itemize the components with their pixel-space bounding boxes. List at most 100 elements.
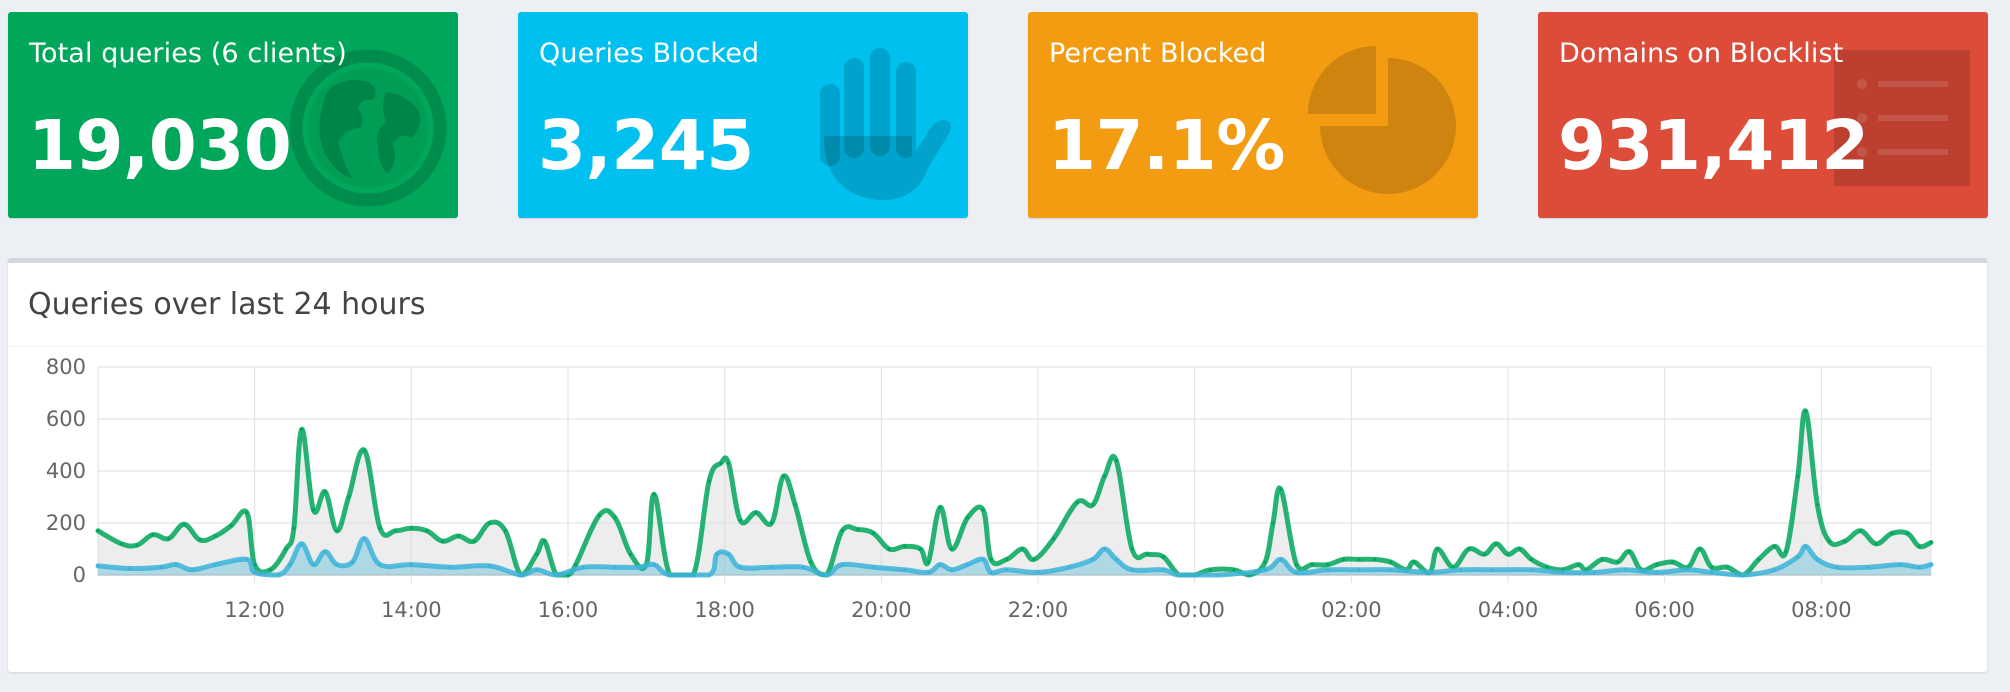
queries-over-time-chart: 0 200 400 600 800 12:00 14:00 16:00 18:00 20:00 22…: [46, 355, 1934, 622]
blocked-queries-point: [981, 557, 985, 561]
total-queries-point: [652, 492, 656, 496]
blocked-queries-point: [1357, 568, 1361, 572]
total-queries-point: [1576, 563, 1581, 567]
total-queries-point: [378, 526, 382, 530]
blocked-queries-point: [350, 560, 355, 564]
total-queries-point: [182, 522, 186, 526]
x-tick-label: 00:00: [1164, 598, 1225, 622]
blocked-queries-point: [1263, 568, 1267, 572]
blocked-queries-point: [1655, 570, 1659, 574]
total-queries-point: [1052, 537, 1056, 541]
total-queries-point: [1843, 539, 1847, 543]
total-queries-point: [1827, 539, 1831, 543]
total-queries-point: [887, 547, 891, 551]
blocked-queries-point: [1796, 555, 1800, 559]
blocked-queries-point: [311, 563, 316, 567]
total-queries-point: [1294, 563, 1299, 567]
pie-chart-icon: [1308, 46, 1456, 194]
total-queries-point: [284, 547, 288, 551]
total-queries-point: [300, 427, 304, 431]
total-queries-point: [1917, 544, 1921, 548]
blocked-queries-point: [1294, 570, 1299, 574]
tile-percent-blocked: Percent Blocked 17.1%: [1028, 12, 1478, 218]
hand-icon: [820, 48, 951, 201]
y-tick-label: 200: [46, 511, 86, 535]
total-queries-point: [1815, 503, 1820, 507]
total-queries-point: [1341, 557, 1346, 561]
total-queries-point: [840, 529, 844, 533]
total-queries-point: [1545, 565, 1549, 569]
total-queries-point: [472, 539, 476, 543]
blocked-queries-point: [1804, 544, 1808, 548]
queries-chart-panel: Queries over last 24 hours 0 200 400 600 800…: [8, 258, 1987, 672]
total-queries-point: [1858, 529, 1863, 533]
total-queries-point: [425, 529, 429, 533]
blocked-queries-point: [245, 557, 249, 561]
blocked-queries-point: [335, 563, 339, 567]
tile-label: Queries Blocked: [539, 38, 760, 69]
total-queries-point: [1102, 474, 1107, 478]
total-queries-point: [323, 490, 327, 494]
blocked-queries-point: [1428, 570, 1432, 574]
blocked-queries-point: [840, 563, 844, 567]
total-queries-point: [1710, 565, 1714, 569]
blocked-queries-point: [190, 568, 194, 572]
panel-title: Queries over last 24 hours: [28, 287, 426, 322]
blocked-queries-point: [871, 565, 876, 569]
total-queries-point: [793, 503, 797, 507]
total-queries-point: [1627, 550, 1632, 554]
total-queries-point: [938, 505, 942, 509]
total-queries-point: [503, 529, 507, 533]
total-queries-point: [1529, 557, 1534, 561]
total-queries-point: [1357, 557, 1361, 561]
total-queries-point: [96, 529, 100, 533]
total-queries-point: [1279, 487, 1283, 491]
blocked-queries-point: [770, 565, 774, 569]
total-queries-point: [1020, 547, 1024, 551]
blocked-queries-point: [1279, 557, 1283, 561]
blocked-queries-point: [409, 563, 413, 567]
y-tick-label: 600: [46, 407, 86, 431]
total-queries-point: [488, 521, 492, 525]
blocked-queries-point: [1177, 573, 1181, 577]
total-queries-point: [1310, 563, 1314, 567]
y-tick-label: 800: [46, 355, 86, 379]
total-queries-point: [856, 527, 860, 532]
total-queries-point: [574, 563, 578, 567]
total-queries-point: [950, 547, 954, 551]
total-queries-point: [441, 539, 445, 543]
y-tick-label: 0: [73, 563, 86, 587]
blocked-queries-point: [613, 565, 617, 569]
total-queries-point: [1772, 544, 1776, 548]
x-tick-label: 14:00: [381, 598, 442, 622]
total-queries-point: [809, 560, 813, 564]
total-queries-point: [1075, 500, 1079, 504]
blocked-queries-point: [938, 563, 942, 567]
blocked-queries-point: [801, 565, 805, 569]
blocked-queries-point: [652, 563, 656, 567]
total-queries-point: [965, 516, 970, 520]
blocked-queries-point: [1130, 568, 1134, 572]
total-queries-point: [1874, 542, 1878, 546]
blocked-queries-point: [554, 573, 558, 577]
blocked-queries-point: [1388, 568, 1393, 572]
tile-value: 17.1%: [1048, 106, 1285, 186]
total-queries-point: [629, 552, 633, 556]
total-queries-point: [1091, 503, 1095, 507]
x-tick-label: 08:00: [1791, 598, 1852, 622]
blocked-queries-point: [903, 568, 907, 572]
blocked-queries-point: [1741, 573, 1745, 577]
blocked-queries-point: [989, 570, 993, 574]
total-queries-point: [198, 538, 202, 542]
blocked-queries-point: [253, 570, 257, 574]
x-tick-label: 02:00: [1321, 598, 1382, 622]
blocked-queries-point: [715, 552, 719, 556]
blocked-queries-point: [1686, 568, 1690, 572]
blocked-queries-point: [1815, 557, 1820, 561]
blocked-queries-point: [824, 573, 829, 577]
blocked-queries-point: [1091, 557, 1095, 561]
blocked-queries-point: [1005, 568, 1009, 572]
tile-value: 3,245: [538, 106, 754, 186]
total-queries-point: [1161, 555, 1165, 559]
total-queries-point: [268, 568, 272, 572]
